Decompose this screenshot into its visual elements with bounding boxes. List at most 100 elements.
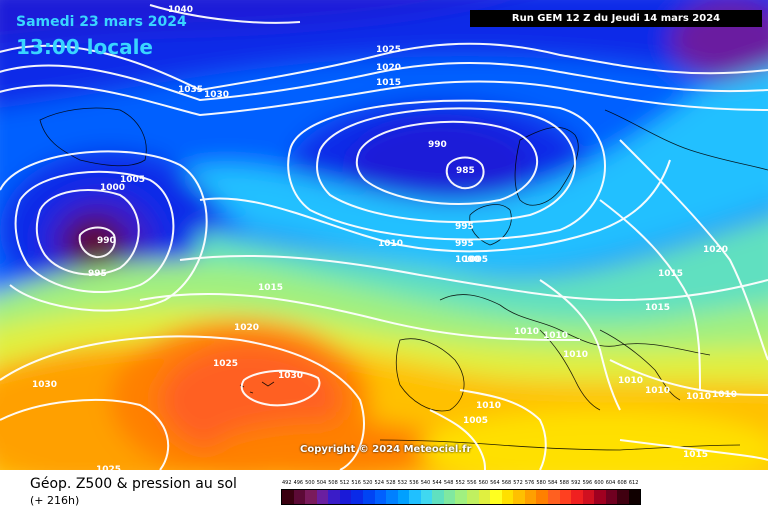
- legend-swatch: [582, 490, 595, 504]
- legend-value: 608: [617, 480, 627, 486]
- legend-value: 492: [282, 480, 292, 486]
- legend-swatches: [281, 489, 642, 505]
- legend-value: 500: [305, 480, 315, 486]
- legend-swatch: [501, 490, 514, 504]
- isobar-label: 995: [88, 269, 107, 279]
- isobar-label: 1005: [120, 175, 145, 185]
- legend-swatch: [455, 490, 467, 504]
- legend-value: 496: [293, 480, 304, 486]
- isobar-label: 1005: [463, 416, 488, 426]
- product-title: Géop. Z500 & pression au sol: [30, 476, 237, 492]
- isobar-label: 1005: [463, 255, 488, 265]
- isobar-label: 1010: [514, 327, 539, 337]
- isobar-label: 1015: [376, 78, 401, 88]
- legend-swatch: [293, 490, 306, 504]
- copyright-notice: Copyright © 2024 Meteociel.fr: [300, 444, 472, 455]
- isobar-lines: [0, 4, 768, 470]
- legend-value: 540: [420, 480, 431, 486]
- legend-value: 556: [467, 480, 477, 486]
- isobar-label: 1015: [258, 283, 283, 293]
- legend-swatch: [282, 490, 294, 504]
- color-scale-legend: 492 496 500 504 508 512 516 520 524 528 532 536 540 5…: [281, 478, 642, 505]
- model-run-info: Run GEM 12 Z du Jeudi 14 mars 2024: [470, 10, 762, 27]
- legend-value: 544: [432, 480, 442, 486]
- legend-swatch: [374, 490, 387, 504]
- legend-swatch: [362, 490, 375, 504]
- legend-value: 512: [339, 480, 350, 486]
- legend-value: 564: [490, 480, 500, 486]
- legend-swatch: [605, 490, 618, 504]
- legend-labels: 492 496 500 504 508 512 516 520 524 528 532 536 540 5…: [281, 478, 641, 489]
- isobar-label: 995: [455, 222, 474, 232]
- forecast-map: 1040 1035 1030 1025 1020 1015 990 985 10…: [0, 0, 768, 470]
- isobar-label: 1035: [178, 85, 203, 95]
- legend-value: 504: [316, 480, 327, 486]
- legend-value: 580: [536, 480, 546, 486]
- isobar-label: 1020: [703, 245, 728, 255]
- legend-value: 560: [478, 480, 489, 486]
- legend-swatch: [628, 490, 641, 504]
- legend-swatch: [351, 490, 363, 504]
- isobar-label: 1010: [686, 392, 711, 402]
- isobar-label: 1015: [683, 450, 708, 460]
- legend-value: 572: [513, 480, 523, 486]
- legend-swatch: [617, 490, 629, 504]
- legend-swatch: [316, 490, 329, 504]
- legend-value: 588: [559, 480, 570, 486]
- isobar-label: 1025: [376, 45, 401, 55]
- isobar-labels: 1040 1035 1030 1025 1020 1015 990 985 10…: [32, 5, 737, 470]
- isobar-label: 985: [456, 166, 475, 176]
- legend-value: 516: [351, 480, 361, 486]
- legend-value: 596: [582, 480, 593, 486]
- footer-bar: Géop. Z500 & pression au sol (+ 216h) 49…: [0, 470, 768, 512]
- legend-swatch: [571, 490, 583, 504]
- legend-value: 576: [524, 480, 535, 486]
- isobar-label: 1030: [278, 371, 303, 381]
- legend-value: 612: [628, 480, 639, 486]
- legend-swatch: [594, 490, 606, 504]
- legend-swatch: [432, 490, 444, 504]
- isobar-label: 1015: [658, 269, 683, 279]
- legend-value: 592: [571, 480, 581, 486]
- legend-swatch: [513, 490, 525, 504]
- legend-value: 600: [594, 480, 604, 486]
- legend-value: 536: [409, 480, 419, 486]
- isobar-label: 990: [97, 236, 116, 246]
- isobar-label: 1015: [645, 303, 670, 313]
- isobar-label: 1010: [618, 376, 643, 386]
- isobar-label: 1040: [168, 5, 193, 15]
- legend-swatch: [547, 490, 560, 504]
- isobar-label: 1010: [378, 239, 403, 249]
- lead-time: (+ 216h): [30, 494, 80, 507]
- legend-swatch: [559, 490, 572, 504]
- legend-swatch: [420, 490, 433, 504]
- legend-value: 604: [605, 480, 616, 486]
- isobar-label: 1030: [32, 380, 57, 390]
- isobar-label: 1000: [100, 183, 125, 193]
- isobar-label: 990: [428, 140, 447, 150]
- isobar-label: 1010: [476, 401, 501, 411]
- isobar-label: 1010: [543, 331, 568, 341]
- isobar-label: 1020: [234, 323, 259, 333]
- isobar-label: 1030: [204, 90, 229, 100]
- legend-value: 524: [374, 480, 385, 486]
- legend-swatch: [478, 490, 491, 504]
- isobar-label: 1000: [455, 255, 480, 265]
- legend-swatch: [328, 490, 340, 504]
- legend-value: 520: [362, 480, 373, 486]
- isobar-label: 1010: [563, 350, 588, 360]
- isobar-label: 995: [455, 239, 474, 249]
- coastlines: [39, 107, 768, 451]
- legend-value: 532: [397, 480, 408, 486]
- legend-swatch: [490, 490, 502, 504]
- local-time: 13:00 locale: [16, 35, 153, 59]
- legend-value: 528: [386, 480, 396, 486]
- legend-value: 552: [455, 480, 465, 486]
- legend-value: 548: [443, 480, 454, 486]
- legend-value: 568: [501, 480, 512, 486]
- isobar-label: 1025: [213, 359, 238, 369]
- legend-swatch: [536, 490, 548, 504]
- isobar-label: 1020: [376, 63, 401, 73]
- legend-swatch: [467, 490, 479, 504]
